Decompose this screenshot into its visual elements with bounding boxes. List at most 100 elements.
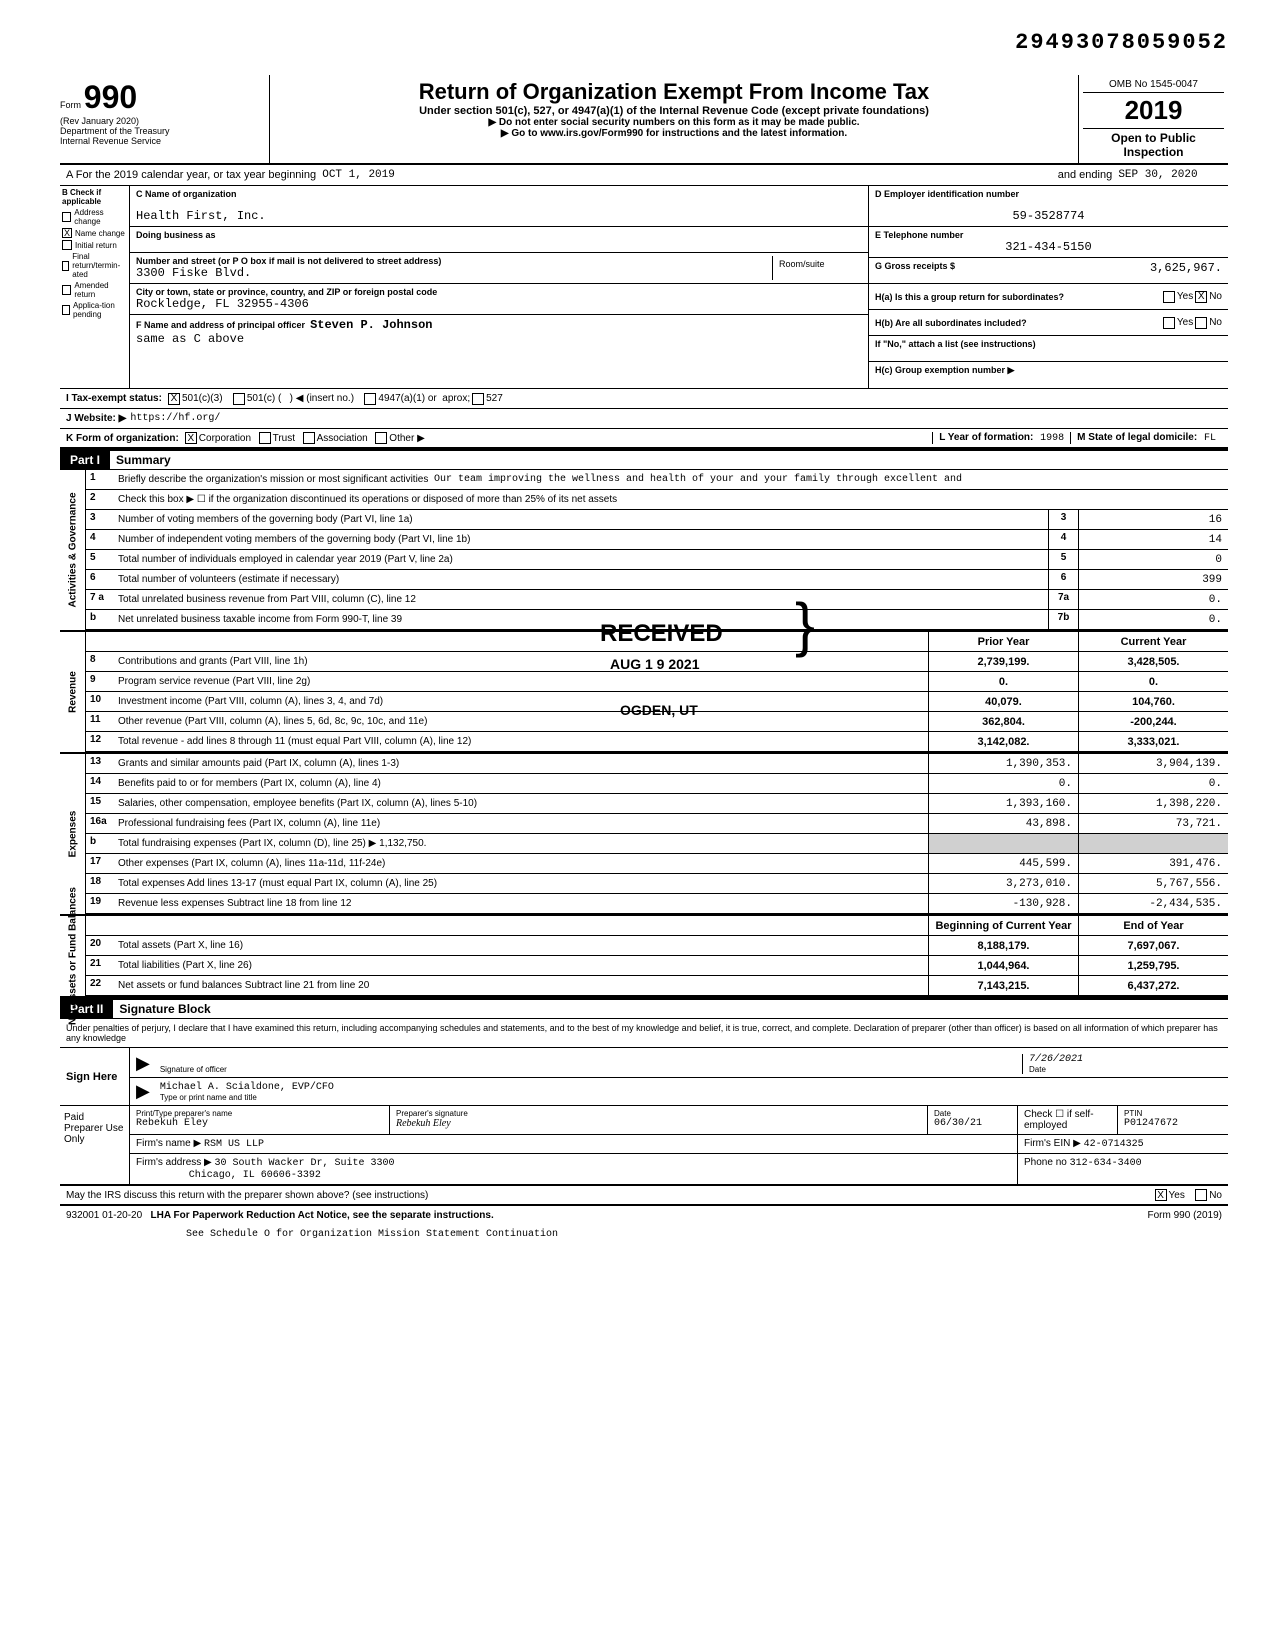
cb-4947[interactable] — [364, 393, 376, 405]
column-d-h: D Employer identification number 59-3528… — [868, 186, 1228, 388]
col-b-label: B Check if applicable — [62, 188, 127, 206]
hc-label: H(c) Group exemption number ▶ — [869, 362, 1228, 388]
form-subtitle: Under section 501(c), 527, or 4947(a)(1)… — [274, 105, 1074, 117]
open-to-public: Open to Public Inspection — [1083, 129, 1224, 161]
footer-mid: LHA For Paperwork Reduction Act Notice, … — [151, 1210, 494, 1221]
cb-other[interactable] — [375, 432, 387, 444]
current-year-value: 7,697,067. — [1078, 936, 1228, 955]
gross-receipts: 3,625,967. — [1150, 261, 1222, 280]
cb-501c[interactable] — [233, 393, 245, 405]
paid-preparer-block: Paid Preparer Use Only Print/Type prepar… — [60, 1106, 1228, 1186]
cb-corporation[interactable]: X — [185, 432, 197, 444]
header-mid: Return of Organization Exempt From Incom… — [270, 75, 1078, 163]
arrow-icon-2: ▶ — [136, 1081, 150, 1102]
ha-yes-checkbox[interactable] — [1163, 291, 1175, 303]
prior-year-value: 8,188,179. — [928, 936, 1078, 955]
prior-year-value: 40,079. — [928, 692, 1078, 711]
summary-row: 9Program service revenue (Part VIII, lin… — [86, 672, 1228, 692]
prior-year-value: 7,143,215. — [928, 976, 1078, 995]
hb-no-checkbox[interactable] — [1195, 317, 1207, 329]
preparer-date: 06/30/21 — [934, 1118, 1011, 1129]
summary-value: 0 — [1078, 550, 1228, 569]
prior-year-value: 43,898. — [928, 814, 1078, 833]
ptin: P01247672 — [1124, 1118, 1222, 1129]
cb-application-pending[interactable] — [62, 305, 70, 315]
irs-line: Internal Revenue Service — [60, 136, 263, 146]
summary-row: 18Total expenses Add lines 13-17 (must e… — [86, 874, 1228, 894]
current-year-value: 3,333,021. — [1078, 732, 1228, 751]
officer-addr: same as C above — [136, 332, 862, 346]
current-year-value: 3,428,505. — [1078, 652, 1228, 671]
instruction-2: ▶ Go to www.irs.gov/Form990 for instruct… — [274, 128, 1074, 139]
cb-amended-return[interactable] — [62, 285, 71, 295]
year-header-row: Revenue Prior Year Current Year 8Contrib… — [60, 632, 1228, 754]
current-year-value: 0. — [1078, 774, 1228, 793]
gross-label: G Gross receipts $ — [875, 261, 1150, 280]
discuss-yes-checkbox[interactable]: X — [1155, 1189, 1167, 1201]
current-year-value: 0. — [1078, 672, 1228, 691]
firm-address-2: Chicago, IL 60606-3392 — [189, 1170, 321, 1181]
prior-year-header: Prior Year — [928, 632, 1078, 651]
entity-block: B Check if applicable Address change XNa… — [60, 186, 1228, 389]
cb-name-change[interactable]: X — [62, 228, 72, 238]
c-name-label: C Name of organization — [136, 189, 862, 199]
street-label: Number and street (or P O box if mail is… — [136, 256, 772, 266]
cb-address-change[interactable] — [62, 212, 71, 222]
firm-address-1: 30 South Wacker Dr, Suite 3300 — [215, 1158, 395, 1169]
current-year-value: 1,259,795. — [1078, 956, 1228, 975]
telephone: 321-434-5150 — [875, 240, 1222, 254]
form-title: Return of Organization Exempt From Incom… — [274, 79, 1074, 105]
cb-final-return[interactable] — [62, 261, 69, 271]
state-domicile: FL — [1204, 433, 1216, 444]
tab-revenue: Revenue — [60, 632, 86, 752]
current-year-value: 3,904,139. — [1078, 754, 1228, 773]
summary-row: 17Other expenses (Part IX, column (A), l… — [86, 854, 1228, 874]
part1-activities: Activities & Governance 1 Briefly descri… — [60, 470, 1228, 632]
street-address: 3300 Fiske Blvd. — [136, 266, 772, 280]
summary-row: 6Total number of volunteers (estimate if… — [86, 570, 1228, 590]
line-a-prefix: A For the 2019 calendar year, or tax yea… — [66, 169, 316, 181]
preparer-signature: Rebekuh Eley — [396, 1118, 921, 1129]
summary-value: 16 — [1078, 510, 1228, 529]
header-left: Form 990 (Rev January 2020) Department o… — [60, 75, 270, 163]
discuss-no-checkbox[interactable] — [1195, 1189, 1207, 1201]
summary-row: 7 aTotal unrelated business revenue from… — [86, 590, 1228, 610]
cb-501c3[interactable]: X — [168, 393, 180, 405]
cb-initial-return[interactable] — [62, 240, 72, 250]
beginning-year-header: Beginning of Current Year — [928, 916, 1078, 935]
current-year-value: 73,721. — [1078, 814, 1228, 833]
cb-association[interactable] — [303, 432, 315, 444]
prior-year-value: 1,044,964. — [928, 956, 1078, 975]
summary-row: 11Other revenue (Part VIII, column (A), … — [86, 712, 1228, 732]
tel-label: E Telephone number — [875, 230, 1222, 240]
hb-yes-check, box[interactable] — [1163, 317, 1175, 329]
prior-year-value — [928, 834, 1078, 853]
part-2-header: Part II Signature Block — [60, 998, 1228, 1019]
firm-phone: 312-634-3400 — [1070, 1158, 1142, 1169]
rev-date: (Rev January 2020) — [60, 116, 263, 126]
ha-no-checkbox[interactable]: X — [1195, 291, 1207, 303]
cb-trust[interactable] — [259, 432, 271, 444]
omb-number: OMB No 1545-0047 — [1083, 77, 1224, 93]
summary-row: 10Investment income (Part VIII, column (… — [86, 692, 1228, 712]
cb-527[interactable] — [472, 393, 484, 405]
tax-year: 2019 — [1083, 93, 1224, 129]
current-year-value: -2,434,535. — [1078, 894, 1228, 913]
ein-label: D Employer identification number — [875, 189, 1222, 199]
firm-name: RSM US LLP — [204, 1139, 264, 1150]
sign-here-label: Sign Here — [60, 1048, 130, 1105]
officer-label: F Name and address of principal officer — [136, 320, 305, 330]
summary-row: bTotal fundraising expenses (Part IX, co… — [86, 834, 1228, 854]
dba-label: Doing business as — [136, 230, 862, 240]
year-begin: OCT 1, 2019 — [322, 169, 395, 181]
summary-row: 22Net assets or fund balances Subtract l… — [86, 976, 1228, 996]
line-2-checkbox: Check this box ▶ ☐ if the organization d… — [114, 490, 1228, 509]
room-suite-label: Room/suite — [772, 256, 862, 280]
summary-row: 21Total liabilities (Part X, line 26)1,0… — [86, 956, 1228, 976]
current-year-value: 1,398,220. — [1078, 794, 1228, 813]
end-year-header: End of Year — [1078, 916, 1228, 935]
mission-text: Our team improving the wellness and heal… — [434, 474, 962, 485]
city-label: City or town, state or province, country… — [136, 287, 862, 297]
arrow-icon: ▶ — [136, 1053, 150, 1074]
line-k-org-form: K Form of organization: XCorporation Tru… — [60, 429, 1228, 449]
